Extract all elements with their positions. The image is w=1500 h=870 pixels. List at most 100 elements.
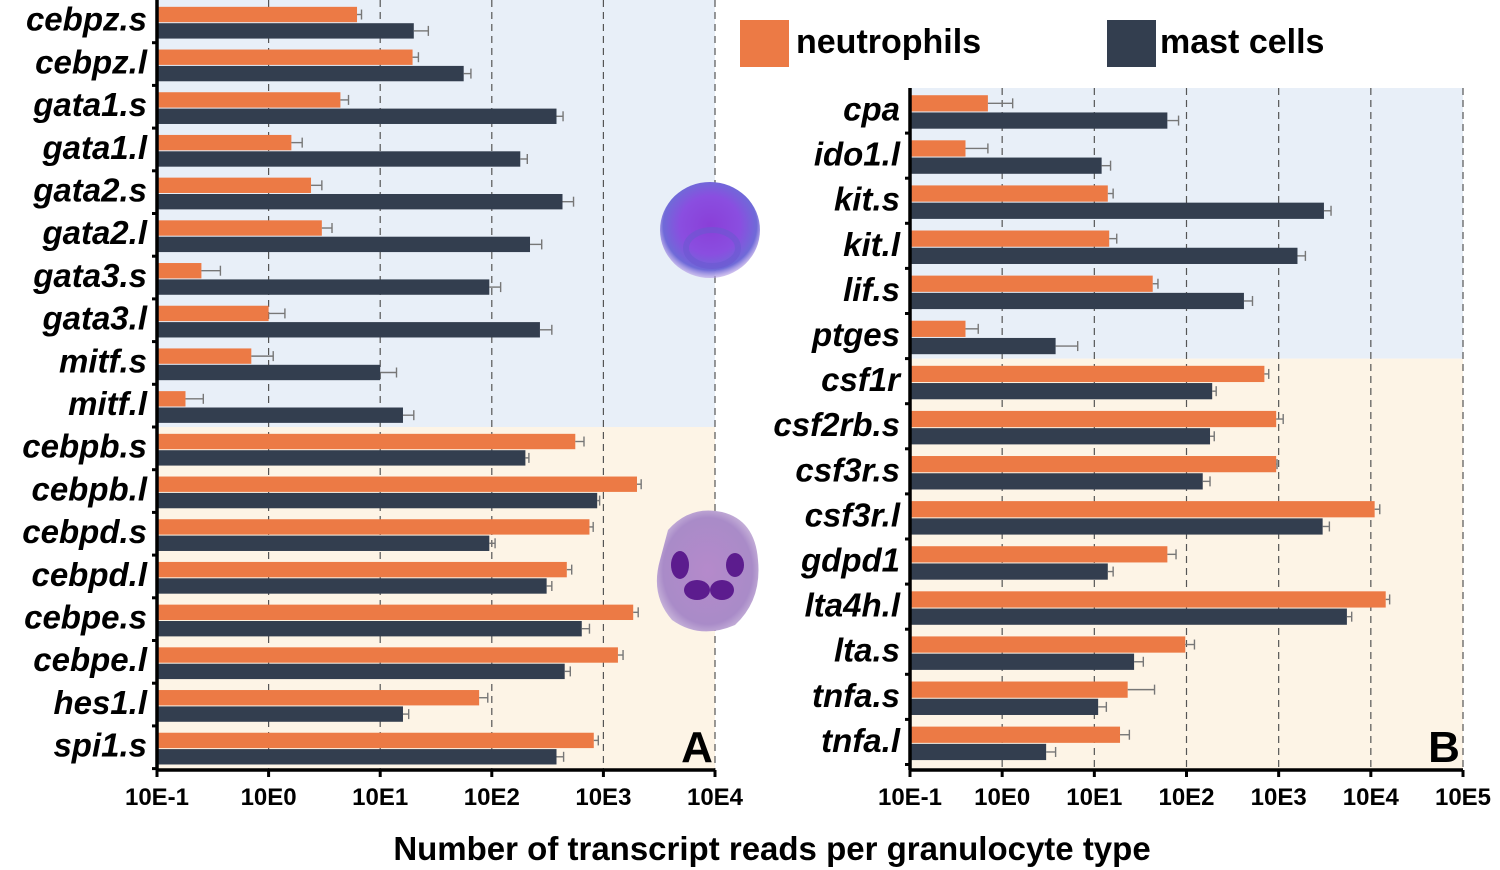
error-bar: [1107, 188, 1114, 199]
x-tick-label: 10E5: [1435, 784, 1491, 811]
bar-group-cpa: cpa: [843, 90, 1180, 135]
bar-neutrophils: [157, 49, 413, 65]
bar-mast-cells: [157, 322, 540, 338]
bar-neutrophils: [157, 690, 480, 706]
bar-group-cebpd-s: cebpd.s: [22, 513, 594, 557]
error-bar: [1210, 431, 1215, 442]
error-bar: [380, 367, 398, 378]
error-bar: [1055, 341, 1079, 352]
category-label: cpa: [843, 90, 900, 127]
bar-mast-cells: [157, 450, 526, 466]
error-bar: [1109, 233, 1118, 244]
bar-mast-cells: [157, 65, 464, 82]
error-bar: [1297, 250, 1307, 261]
error-bar: [530, 239, 543, 250]
panel-label: A: [681, 723, 713, 772]
error-bar: [1346, 611, 1353, 622]
bar-neutrophils: [910, 501, 1375, 518]
error-bar: [1120, 729, 1131, 740]
category-label: ptges: [811, 316, 900, 353]
bar-group-gata3-s: gata3.s: [32, 257, 502, 301]
error-bar: [357, 9, 363, 20]
bar-mast-cells: [910, 202, 1324, 219]
category-label: hes1.l: [53, 684, 147, 721]
category-label: lta4h.l: [805, 587, 901, 624]
bar-group-csf3r-s: csf3r.s: [795, 451, 1278, 496]
bar-mast-cells: [157, 108, 557, 124]
x-tick-label: 10E3: [1251, 784, 1307, 811]
bar-group-hes1-l: hes1.l: [53, 684, 489, 728]
bar-neutrophils: [910, 456, 1277, 473]
bar-mast-cells: [910, 383, 1213, 400]
error-bar: [412, 52, 420, 63]
bar-mast-cells: [157, 236, 531, 253]
bar-mast-cells: [157, 706, 403, 722]
bar-neutrophils: [157, 433, 576, 450]
error-bar: [489, 538, 496, 549]
bar-neutrophils: [910, 365, 1265, 383]
x-tick-label: 10E1: [352, 784, 408, 811]
error-bar: [1202, 476, 1211, 487]
neutrophil-image: [656, 510, 759, 632]
error-bar: [1101, 160, 1112, 171]
legend-swatch-mast-cells: [1107, 20, 1156, 67]
bar-mast-cells: [157, 535, 490, 551]
bar-neutrophils: [157, 305, 269, 322]
bar-neutrophils: [910, 95, 988, 112]
error-bar: [566, 564, 573, 575]
bar-mast-cells: [157, 194, 563, 210]
error-bar: [291, 137, 303, 148]
bar-mast-cells: [910, 608, 1347, 625]
bar-mast-cells: [910, 337, 1056, 355]
error-bar: [268, 308, 286, 319]
error-bar: [1167, 115, 1180, 126]
error-bar: [340, 94, 350, 105]
x-tick-label: 10E2: [1158, 784, 1214, 811]
bar-group-csf1r: csf1r: [821, 361, 1270, 406]
error-bar: [597, 495, 601, 506]
error-bar: [1134, 656, 1145, 667]
bar-neutrophils: [157, 134, 292, 151]
bar-group-csf3r-l: csf3r.l: [805, 496, 1381, 541]
bar-group-cebpz-l: cebpz.l: [35, 43, 472, 87]
bar-group-gdpd1: gdpd1: [800, 541, 1177, 586]
mast-cell-image: [660, 182, 760, 278]
panel-b: cpa ido1.l kit.s kit.l lif.s ptges csf1r csf2rb…: [773, 88, 1491, 811]
legend-label-neutrophils: neutrophils: [796, 23, 981, 61]
bar-group-lif-s: lif.s: [843, 271, 1254, 315]
error-bar: [525, 452, 530, 463]
error-bar: [593, 735, 599, 746]
bar-mast-cells: [910, 292, 1244, 310]
bar-neutrophils: [157, 348, 252, 364]
category-label: mitf.s: [59, 342, 147, 379]
bar-neutrophils: [157, 6, 358, 23]
error-bar: [965, 143, 989, 154]
bar-mast-cells: [910, 653, 1135, 670]
legend: neutrophils mast cells: [740, 20, 1324, 67]
category-label: gata3.s: [32, 257, 147, 294]
error-bar: [489, 282, 502, 293]
category-label: tnfa.s: [812, 677, 900, 714]
error-bar: [402, 709, 410, 720]
error-bar: [965, 323, 979, 334]
x-tick-label: 10E4: [1343, 784, 1400, 811]
bar-mast-cells: [157, 578, 547, 594]
error-bar: [1385, 594, 1391, 605]
bar-neutrophils: [910, 591, 1386, 608]
bar-neutrophils: [157, 391, 186, 407]
error-bar: [589, 521, 594, 532]
error-bar: [1107, 566, 1114, 577]
category-label: gdpd1: [800, 541, 900, 578]
error-bar: [556, 111, 564, 122]
bar-mast-cells: [910, 112, 1168, 129]
bar-mast-cells: [910, 473, 1203, 490]
category-label: csf2rb.s: [773, 406, 900, 443]
bar-neutrophils: [910, 410, 1277, 428]
error-bar: [402, 410, 415, 421]
category-label: cebpb.l: [31, 470, 147, 507]
bar-mast-cells: [910, 247, 1298, 264]
error-bar: [413, 25, 430, 36]
bar-mast-cells: [157, 151, 521, 167]
bar-group-ptges: ptges: [811, 316, 1079, 361]
bar-neutrophils: [910, 726, 1121, 743]
